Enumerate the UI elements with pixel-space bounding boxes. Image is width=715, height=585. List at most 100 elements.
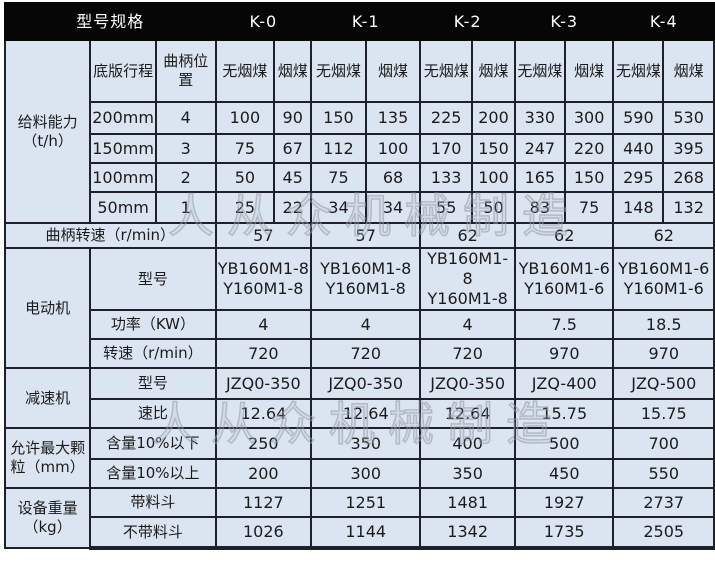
reducer-model-value: JZQ0-350 [214,367,313,400]
weight-without-hopper-row: 不带料斗 1026 1144 1342 1735 2505 [5,516,715,550]
capacity-value-cell: 150 [563,162,615,193]
particle-below-value: 250 [214,427,313,460]
capacity-value-cell: 83 [513,191,566,224]
particle-above-value: 200 [214,458,313,489]
capacity-value-cell: 165 [513,162,566,193]
capacity-value-cell: 112 [310,133,367,164]
capacity-value-cell: 247 [513,133,566,164]
weight-with-hopper-value: 1481 [419,487,516,518]
capacity-value-cell: 440 [612,133,665,164]
stroke-cell: 50mm [89,191,157,224]
capacity-value-cell: 268 [662,162,715,193]
motor-speed-value: 720 [310,338,422,369]
crank-pos-cell: 3 [154,133,217,164]
crank-speed-value: 62 [513,222,615,249]
crank-speed-value: 62 [419,222,516,249]
coal-header-anthracite: 无烟煤 [612,39,665,103]
capacity-value-cell: 590 [612,101,665,135]
reducer-ratio-value: 12.64 [419,398,516,429]
capacity-value-cell: 225 [419,101,474,135]
capacity-value-cell: 220 [563,133,615,164]
spec-header-cell: 型号规格 [4,2,217,41]
weight-with-hopper-value: 1127 [214,487,313,518]
motor-speed-label: 转速（r/min） [89,338,217,369]
capacity-value-cell: 135 [364,101,422,135]
weight-without-hopper-value: 1144 [310,516,422,550]
coal-header-anthracite: 无烟煤 [310,39,367,103]
motor-model-label: 型号 [89,247,217,311]
coal-header-bituminous: 烟煤 [563,39,615,103]
particle-below-row: 允许最大颗 粒（mm） 含量10%以下 250 350 400 500 700 [3,427,715,489]
particle-below-value: 400 [419,427,516,460]
capacity-section-label: 给料能力 （t/h） [3,39,92,224]
reducer-ratio-row: 速比 12.64 12.64 12.64 15.75 15.75 [5,398,715,429]
reducer-model-value: JZQ-500 [612,367,715,400]
capacity-value-cell: 133 [419,162,474,193]
coal-header-bituminous: 烟煤 [662,39,715,103]
motor-power-label: 功率（KW） [89,309,217,340]
motor-speed-value: 970 [612,338,715,369]
particle-above-label: 含量10%以上 [89,458,217,489]
reducer-ratio-value: 12.64 [214,398,313,429]
motor-power-value: 4 [310,309,422,340]
capacity-value-cell: 67 [273,133,313,164]
particle-above-value: 300 [310,458,422,489]
capacity-value-cell: 150 [310,101,367,135]
capacity-value-cell: 50 [214,162,276,193]
capacity-value-cell: 295 [612,162,665,193]
reducer-ratio-label: 速比 [89,398,217,429]
capacity-value-cell: 530 [662,101,715,135]
motor-power-row: 功率（KW） 4 4 4 7.5 18.5 [5,309,715,340]
model-header-row: 型号规格 K-0 K-1 K-2 K-3 K-4 [4,2,715,41]
capacity-value-cell: 300 [563,101,615,135]
particle-above-value: 450 [513,458,615,489]
capacity-value-cell: 100 [364,133,422,164]
weight-with-hopper-value: 2737 [612,487,715,518]
crank-speed-value: 57 [310,222,422,249]
crank-pos-cell: 4 [154,101,217,135]
weight-with-hopper-label: 带料斗 [89,487,217,518]
particle-section-label: 允许最大颗 粒（mm） [3,427,92,489]
capacity-value-cell: 75 [310,162,367,193]
weight-without-hopper-value: 2505 [612,516,715,550]
particle-below-value: 350 [310,427,422,460]
reducer-model-value: JZQ0-350 [419,367,516,400]
capacity-value-cell: 148 [612,191,665,224]
capacity-value-cell: 50 [471,191,516,224]
capacity-value-cell: 200 [471,101,516,135]
model-header-k4: K-4 [612,2,715,41]
coal-header-anthracite: 无烟煤 [419,39,474,103]
reducer-ratio-value: 15.75 [513,398,615,429]
particle-above-value: 550 [612,458,715,489]
capacity-value-cell: 150 [471,133,516,164]
crank-speed-label: 曲柄转速（r/min） [4,222,217,249]
weight-with-hopper-row: 设备重量 （kg） 带料斗 1127 1251 1481 1927 2737 [3,487,715,549]
reducer-model-value: JZQ0-350 [310,367,422,400]
capacity-row-100mm: 100mm 2 50 45 75 68 133 100 165 150 295 … [5,162,715,193]
coal-header-anthracite: 无烟煤 [214,39,276,103]
stroke-header-cell: 底版行程 [89,39,157,103]
capacity-value-cell: 330 [513,101,566,135]
motor-speed-value: 970 [513,338,615,369]
motor-power-value: 4 [419,309,516,340]
reducer-model-label: 型号 [89,367,217,400]
motor-model-value: YB160M1-8 Y160M1-8 [419,247,516,311]
particle-below-value: 500 [513,427,615,460]
reducer-ratio-value: 15.75 [612,398,715,429]
capacity-value-cell: 75 [214,133,276,164]
weight-without-hopper-value: 1342 [419,516,516,550]
motor-section-label: 电动机 [3,247,92,369]
stroke-cell: 100mm [89,162,157,193]
reducer-section-label: 减速机 [3,367,92,429]
capacity-value-cell: 395 [662,133,715,164]
capacity-value-cell: 100 [214,101,276,135]
crank-speed-row: 曲柄转速（r/min） 57 57 62 62 62 [4,222,715,249]
weight-with-hopper-value: 1927 [513,487,615,518]
capacity-value-cell: 45 [273,162,313,193]
capacity-value-cell: 170 [419,133,474,164]
particle-below-value: 700 [612,427,715,460]
capacity-row-50mm: 50mm 1 25 22 34 34 55 50 83 75 148 132 [5,191,715,224]
crank-pos-header-cell: 曲柄位置 [154,39,217,103]
capacity-value-cell: 22 [273,191,313,224]
model-header-k1: K-1 [310,2,422,41]
